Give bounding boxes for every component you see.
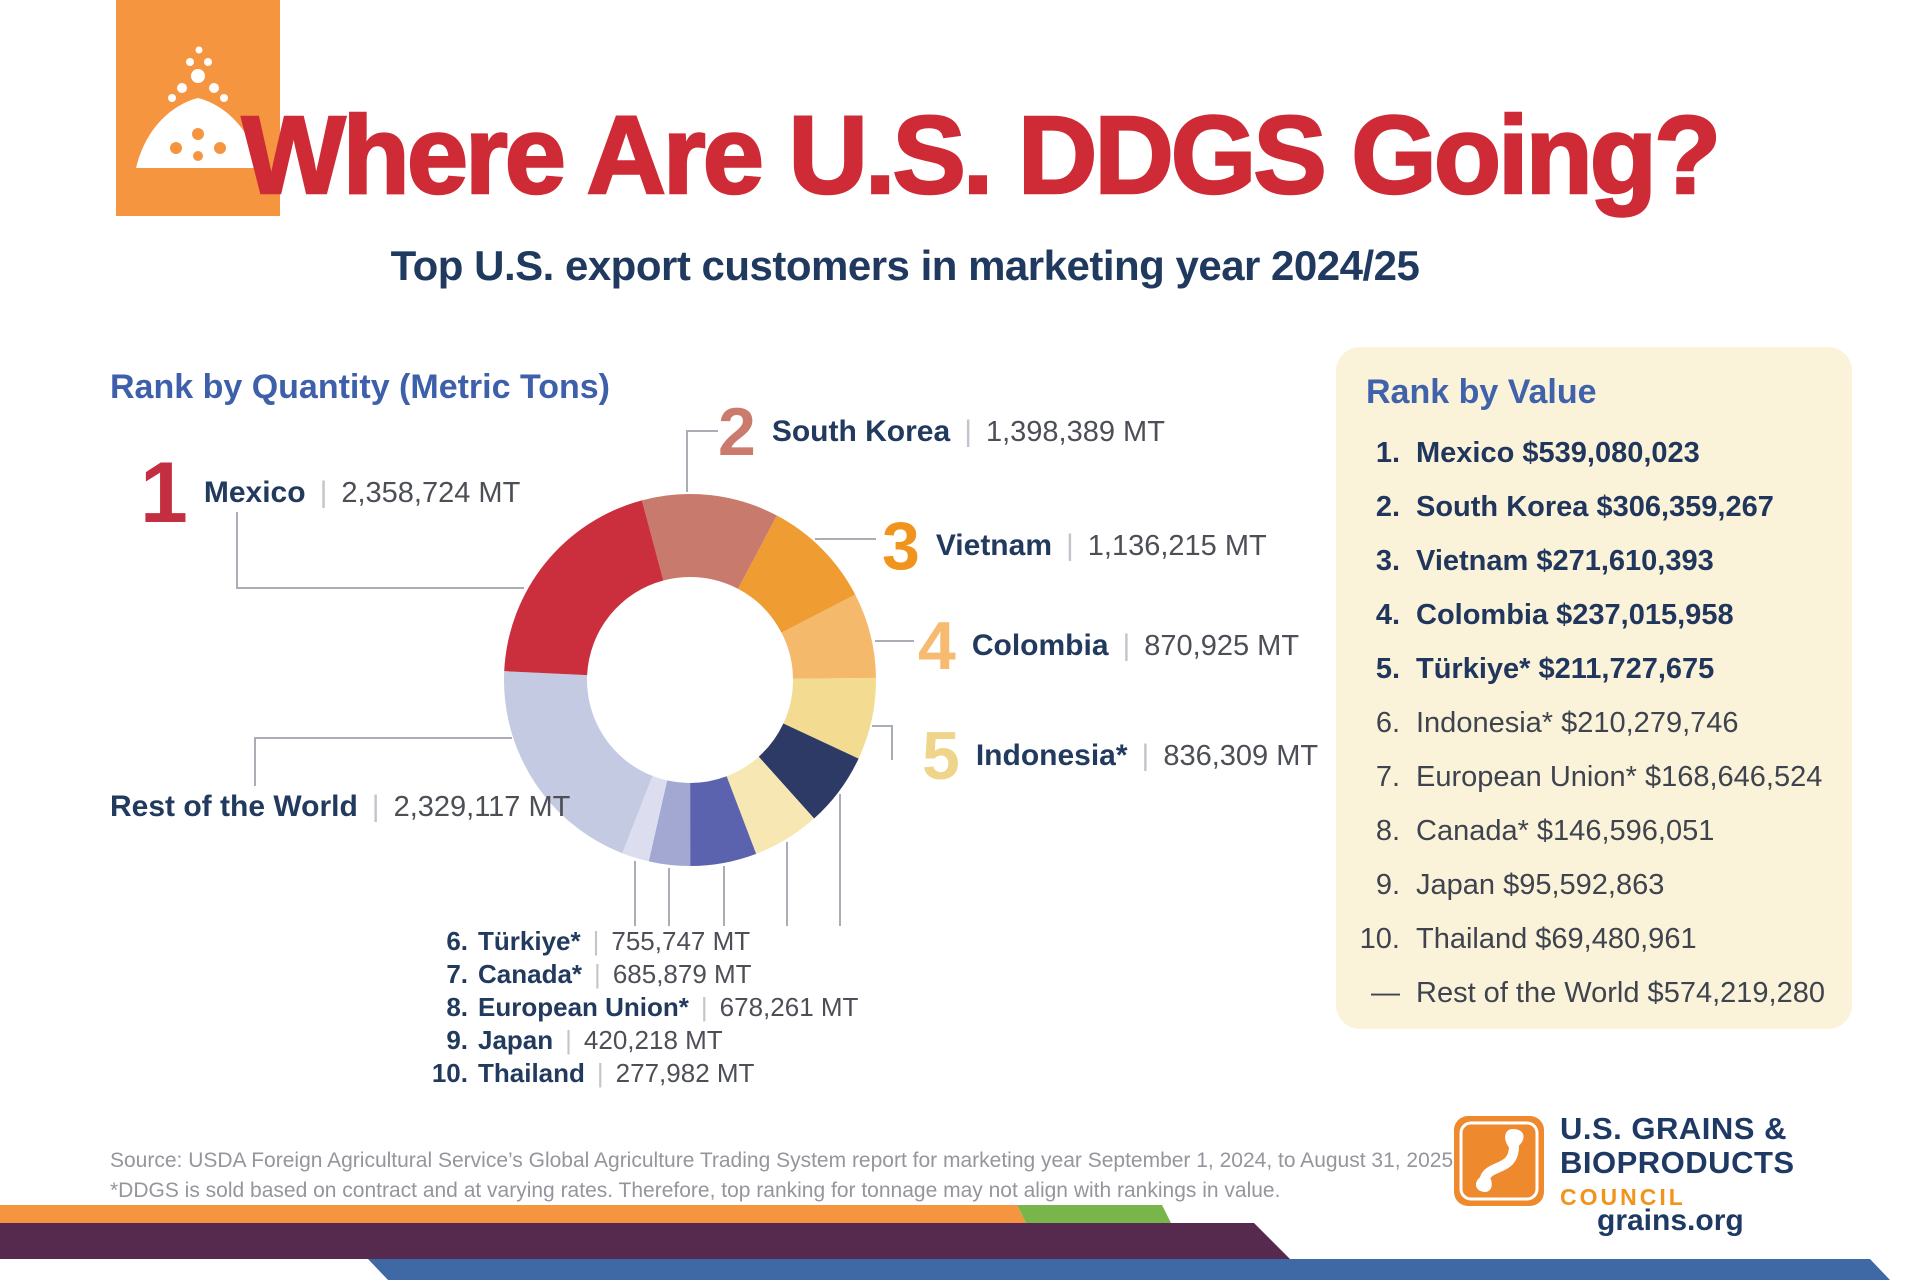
value-rank-item: 9. Japan $95,592,863 (1375, 868, 1665, 901)
value-rank-item: 3. Vietnam $271,610,393 (1375, 544, 1714, 577)
org-name-line-1: U.S. GRAINS & (1560, 1111, 1787, 1146)
connector-rest-of-world (254, 737, 512, 786)
quantity-value: 870,925 MT (1144, 629, 1300, 662)
quantity-rank-item: 9. Japan | 420,218 MT (446, 1025, 723, 1055)
grain-pile-icon (136, 46, 260, 168)
footer-ribbons (0, 1205, 1890, 1280)
rank-by-value-heading: Rank by Value (1366, 373, 1597, 411)
value-rank-item: 6. Indonesia* $210,279,746 (1375, 706, 1739, 739)
rank-by-quantity-heading: Rank by Quantity (Metric Tons) (110, 368, 610, 406)
ribbon-orange (0, 1205, 1026, 1223)
country-name: South Korea (771, 415, 951, 448)
separator: | (1141, 739, 1150, 772)
value-rank-item: 1. Mexico $539,080,023 (1375, 436, 1700, 469)
country-name: Colombia (971, 629, 1109, 662)
separator: | (371, 790, 380, 823)
page-subtitle: Top U.S. export customers in marketing y… (390, 242, 1420, 289)
value-rank-item: 4. Colombia $237,015,958 (1375, 598, 1734, 631)
donut-segment-south-korea (641, 494, 777, 589)
connector-south-korea (686, 430, 718, 492)
donut-segment-indonesia (783, 677, 877, 759)
quantity-rank-item: 7. Canada* | 685,879 MT (446, 959, 752, 989)
separator: | (1066, 529, 1074, 562)
rank-by-value-panel: Rank by Value 1. Mexico $539,080,023 2. Sou… (1336, 347, 1852, 1029)
separator: | (1122, 629, 1131, 662)
rank-number: 5 (922, 718, 960, 794)
quantity-rank-list: 6. Türkiye* | 755,747 MT 7. Canada* | 685,879 M… (420, 926, 859, 1091)
value-rank-item: 5. Türkiye* $211,727,675 (1375, 652, 1715, 685)
value-rank-item: 10. Thailand $69,480,961 (1359, 922, 1697, 955)
website-link[interactable]: grains.org (1597, 1204, 1744, 1237)
separator: | (319, 476, 328, 509)
donut-segment-vietnam (738, 515, 856, 633)
donut-segment-thailand (622, 775, 668, 862)
country-name: Indonesia* (975, 739, 1128, 772)
quantity-rank-item: 6. Türkiye* | 755,747 MT (446, 926, 751, 956)
quantity-value: 2,329,117 MT (393, 790, 571, 823)
ribbon-blue (368, 1259, 1890, 1280)
rank-number: 2 (718, 394, 756, 470)
value-rank-item: 2. South Korea $306,359,267 (1375, 490, 1774, 523)
callout-vietnam: 3 Vietnam | 1,136,215 MT (882, 512, 1267, 580)
donut-segment-canada (726, 756, 815, 854)
quantity-value: 1,398,389 MT (985, 415, 1165, 448)
donut-segment-colombia (781, 594, 876, 679)
rank-number: 3 (882, 508, 920, 584)
donut-segment-rest-of-the-world (504, 671, 653, 854)
page-title: Where Are U.S. DDGS Going? (241, 94, 1723, 217)
grain-logo (116, 0, 280, 216)
rank-number: 1 (140, 445, 188, 541)
country-name: Mexico (203, 476, 306, 509)
callout-rest-of-world: Rest of the World | 2,329,117 MT (110, 790, 570, 824)
quantity-value: 1,136,215 MT (1087, 529, 1267, 562)
donut-segment-european-union (690, 776, 757, 866)
source-line-1: Source: USDA Foreign Agricultural Servic… (110, 1149, 1459, 1172)
callout-colombia: 4 Colombia | 870,925 MT (918, 612, 1299, 680)
donut-chart (504, 494, 877, 867)
donut-segment-mexico (504, 500, 664, 676)
country-name: Rest of the World (110, 790, 358, 823)
quantity-value: 2,358,724 MT (341, 476, 521, 509)
usgc-logo-text: U.S. GRAINS & BIOPRODUCTS COUNCIL (1560, 1112, 1795, 1211)
usgc-logo-icon (1454, 1116, 1544, 1206)
quantity-rank-item: 10. Thailand | 277,982 MT (431, 1058, 755, 1088)
quantity-rank-item: 8. European Union* | 678,261 MT (446, 992, 859, 1022)
donut-segment-japan (648, 780, 691, 867)
org-name-line-2: BIOPRODUCTS (1560, 1145, 1795, 1180)
callout-south-korea: 2 South Korea | 1,398,389 MT (718, 398, 1165, 466)
callout-mexico: 1 Mexico | 2,358,724 MT (140, 450, 520, 536)
callout-indonesia: 5 Indonesia* | 836,309 MT (922, 722, 1318, 790)
org-name-line-3: COUNCIL (1560, 1184, 1686, 1210)
donut-segment-t-rkiye (758, 723, 859, 819)
separator: | (964, 415, 972, 448)
rank-number: 4 (918, 608, 956, 684)
value-rank-item: — Rest of the World $574,219,280 (1371, 976, 1825, 1009)
ribbon-green (1017, 1205, 1171, 1223)
value-rank-item: 7. European Union* $168,646,524 (1375, 760, 1823, 793)
quantity-value: 836,309 MT (1163, 739, 1319, 772)
ribbon-purple (0, 1223, 1290, 1259)
value-rank-list: 1. Mexico $539,080,023 2. South Korea $306,… (1336, 426, 1852, 1020)
source-note: Source: USDA Foreign Agricultural Servic… (110, 1146, 1459, 1206)
source-line-2: *DDGS is sold based on contract and at v… (110, 1179, 1281, 1202)
value-rank-item: 8. Canada* $146,596,051 (1375, 814, 1715, 847)
country-name: Vietnam (935, 529, 1052, 562)
